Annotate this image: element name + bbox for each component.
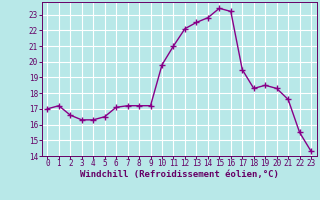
X-axis label: Windchill (Refroidissement éolien,°C): Windchill (Refroidissement éolien,°C) <box>80 170 279 179</box>
